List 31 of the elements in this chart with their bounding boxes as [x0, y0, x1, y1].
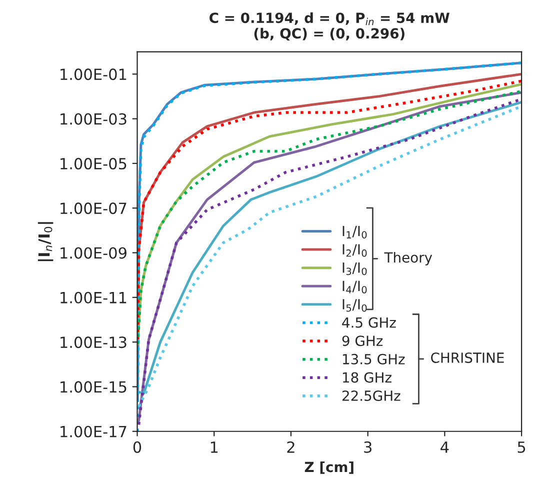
legend-label: I$_{1}$/I$_{0}$ — [342, 226, 367, 238]
legend-label: I$_{2}$/I$_{0}$ — [342, 244, 367, 257]
x-tick-label: 0 — [133, 441, 142, 453]
x-tick-label: 4 — [440, 442, 449, 453]
x-axis-title: Z [cm] — [304, 461, 354, 474]
legend-label: 4.5 GHz — [342, 317, 396, 328]
y-tick-label: 1.00E-13 — [60, 336, 126, 348]
legend-label: I$_{5}$/I$_{0}$ — [342, 299, 367, 312]
legend-label: 22.5GHz — [342, 390, 400, 401]
legend-label: 18 GHz — [342, 372, 392, 383]
y-tick-label: 1.00E-07 — [60, 202, 126, 214]
x-tick-label: 2 — [287, 441, 294, 453]
y-tick-label: 1.00E-01 — [60, 68, 126, 80]
y-tick-label: 1.00E-09 — [60, 247, 126, 259]
y-tick-label: 1.00E-05 — [60, 158, 126, 170]
x-tick-label: 3 — [364, 441, 372, 453]
y-tick-label: 1.00E-11 — [60, 292, 126, 304]
chart-subtitle: (b, QC) = (0, 0.296) — [254, 28, 404, 40]
y-axis-title: |I$_{n}$/I$_{0}$| — [38, 222, 54, 262]
x-tick-label: 5 — [518, 442, 526, 453]
chart-title: C = 0.1194, d = 0, P$_{in}$ = 54 mW — [210, 12, 450, 26]
legend-label: I$_{3}$/I$_{0}$ — [342, 262, 367, 276]
annotation: Theory — [384, 252, 432, 266]
legend-label: I$_{4}$/I$_{0}$ — [342, 280, 367, 294]
y-tick-label: 1.00E-03 — [60, 113, 126, 125]
y-tick-label: 1.00E-15 — [60, 381, 126, 393]
y-tick-label: 1.00E-17 — [60, 426, 126, 438]
legend-label: 9 GHz — [342, 336, 383, 346]
legend-label: 13.5 GHz — [342, 354, 405, 364]
x-tick-label: 1 — [210, 442, 218, 453]
annotation: CHRISTINE — [431, 352, 504, 363]
